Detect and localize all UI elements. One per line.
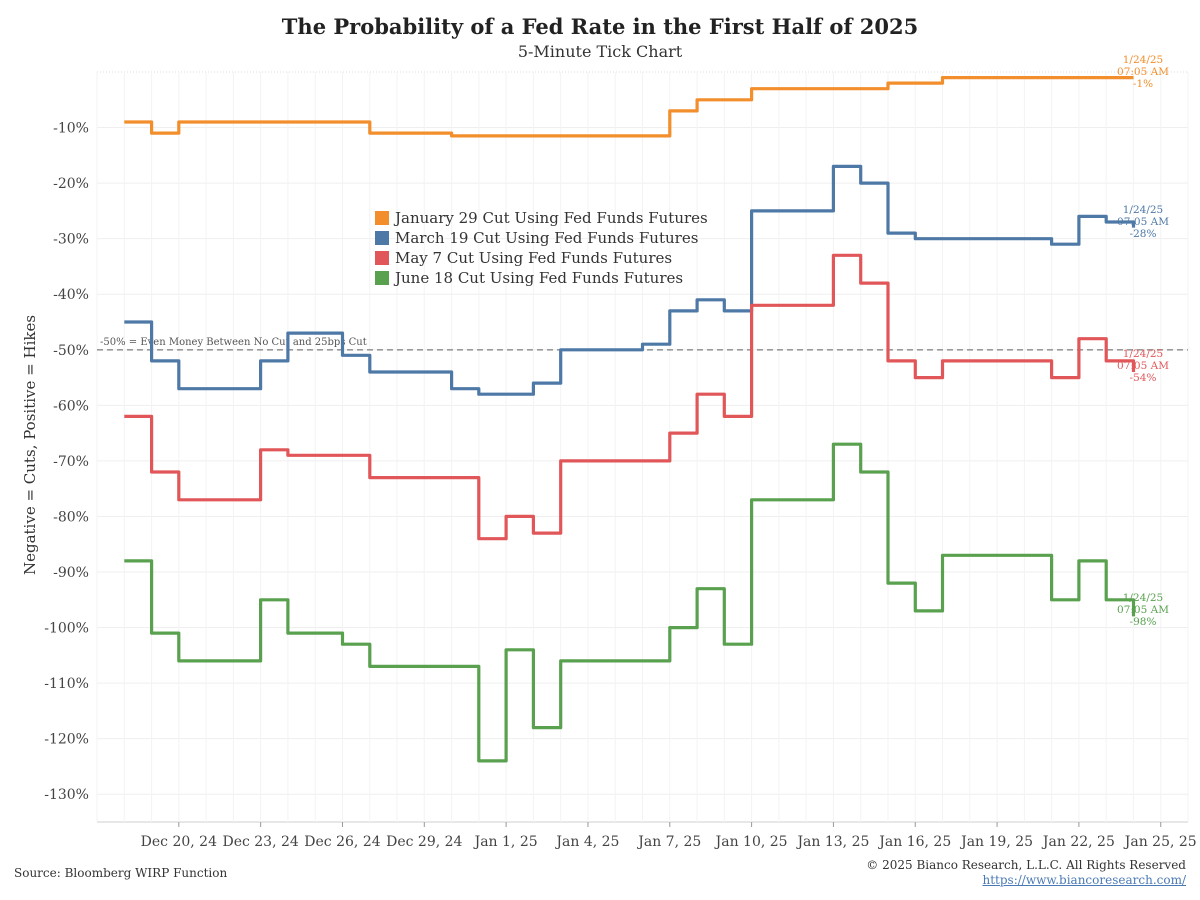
x-tick-label: Jan 19, 25 [959,834,1033,850]
series-line-3 [124,253,1136,541]
legend-entry-4: June 18 Cut Using Fed Funds Futures [375,268,708,288]
end-label-3: 1/24/25 07:05 AM -54% [1112,348,1174,384]
legend-swatch [375,251,389,265]
y-tick-label: -130% [44,787,89,803]
x-tick-label: Dec 26, 24 [304,834,380,850]
x-tick-label: Jan 7, 25 [636,834,701,850]
x-tick-label: Jan 13, 25 [795,834,869,850]
y-tick-label: -10% [53,121,89,137]
x-tick-label: Dec 20, 24 [141,834,217,850]
source-note: Source: Bloomberg WIRP Function [14,866,228,880]
series-lines [124,76,1136,763]
end-label-line: -1% [1132,77,1154,90]
x-tick-label: Jan 25, 25 [1123,834,1197,850]
x-tick-label: Jan 22, 25 [1041,834,1115,850]
y-tick-label: -50% [53,343,89,359]
legend: January 29 Cut Using Fed Funds Futures Ma… [375,208,708,288]
end-label-line: 1/24/25 [1122,203,1164,216]
end-label-line: 1/24/25 [1122,348,1164,360]
series-line-1 [124,76,1134,138]
end-label-line: 07:05 AM [1117,604,1169,617]
end-label-line: 1/24/25 [1122,592,1164,605]
end-label-line: 1/24/25 [1122,53,1164,66]
legend-entry-3: May 7 Cut Using Fed Funds Futures [375,248,708,268]
y-tick-label: -80% [53,509,89,525]
x-tick-label: Dec 23, 24 [222,834,298,850]
y-tick-label: -120% [44,732,89,748]
series-line-4 [124,442,1136,763]
y-tick-label: -70% [53,454,89,470]
x-tick-label: Dec 29, 24 [386,834,462,850]
end-label-line: 07:05 AM [1117,360,1169,372]
x-tick-label: Jan 10, 25 [714,834,788,850]
legend-entry-1: January 29 Cut Using Fed Funds Futures [375,208,708,228]
y-tick-label: -100% [44,621,89,637]
chart-subtitle: 5-Minute Tick Chart [517,42,683,61]
end-label-line: -54% [1129,372,1157,384]
y-tick-label: -20% [53,176,89,192]
legend-swatch [375,211,389,225]
legend-swatch [375,271,389,285]
end-label-line: -98% [1129,616,1157,629]
legend-entry-2: March 19 Cut Using Fed Funds Futures [375,228,708,248]
y-tick-label: -60% [53,398,89,414]
y-tick-label: -30% [53,232,89,248]
series-line-2 [124,164,1136,396]
y-tick-label: -90% [53,565,89,581]
end-label-line: 07:05 AM [1117,215,1169,228]
reference-line-label: -50% = Even Money Between No Cut and 25b… [100,337,367,348]
legend-swatch [375,231,389,245]
legend-label: March 19 Cut Using Fed Funds Futures [395,229,699,247]
legend-label: May 7 Cut Using Fed Funds Futures [395,249,673,267]
end-label-line: -28% [1129,227,1157,240]
website-link[interactable]: https://www.biancoresearch.com/ [982,873,1186,887]
x-tick-label: Jan 1, 25 [473,834,538,850]
grid-lines [96,71,1189,823]
legend-label: June 18 Cut Using Fed Funds Futures [395,269,684,287]
end-label-2: 1/24/25 07:05 AM -28% [1112,204,1174,240]
end-label-4: 1/24/25 07:05 AM -98% [1112,592,1174,628]
y-tick-label: -110% [44,676,89,692]
end-label-1: 1/24/25 07:05 AM -1% [1112,54,1174,90]
y-tick-label: -40% [53,287,89,303]
end-label-line: 07:05 AM [1117,65,1169,78]
x-tick-label: Jan 4, 25 [554,834,619,850]
axis-ticks: -10% -20% -30% -40% -50% -60% -70% -80% -90% -100… [44,121,1196,850]
chart-title: The Probability of a Fed Rate in the Fir… [281,14,919,39]
copyright-note: © 2025 Bianco Research, L.L.C. All Right… [866,858,1186,872]
x-tick-label: Jan 16, 25 [877,834,951,850]
legend-label: January 29 Cut Using Fed Funds Futures [395,209,708,227]
